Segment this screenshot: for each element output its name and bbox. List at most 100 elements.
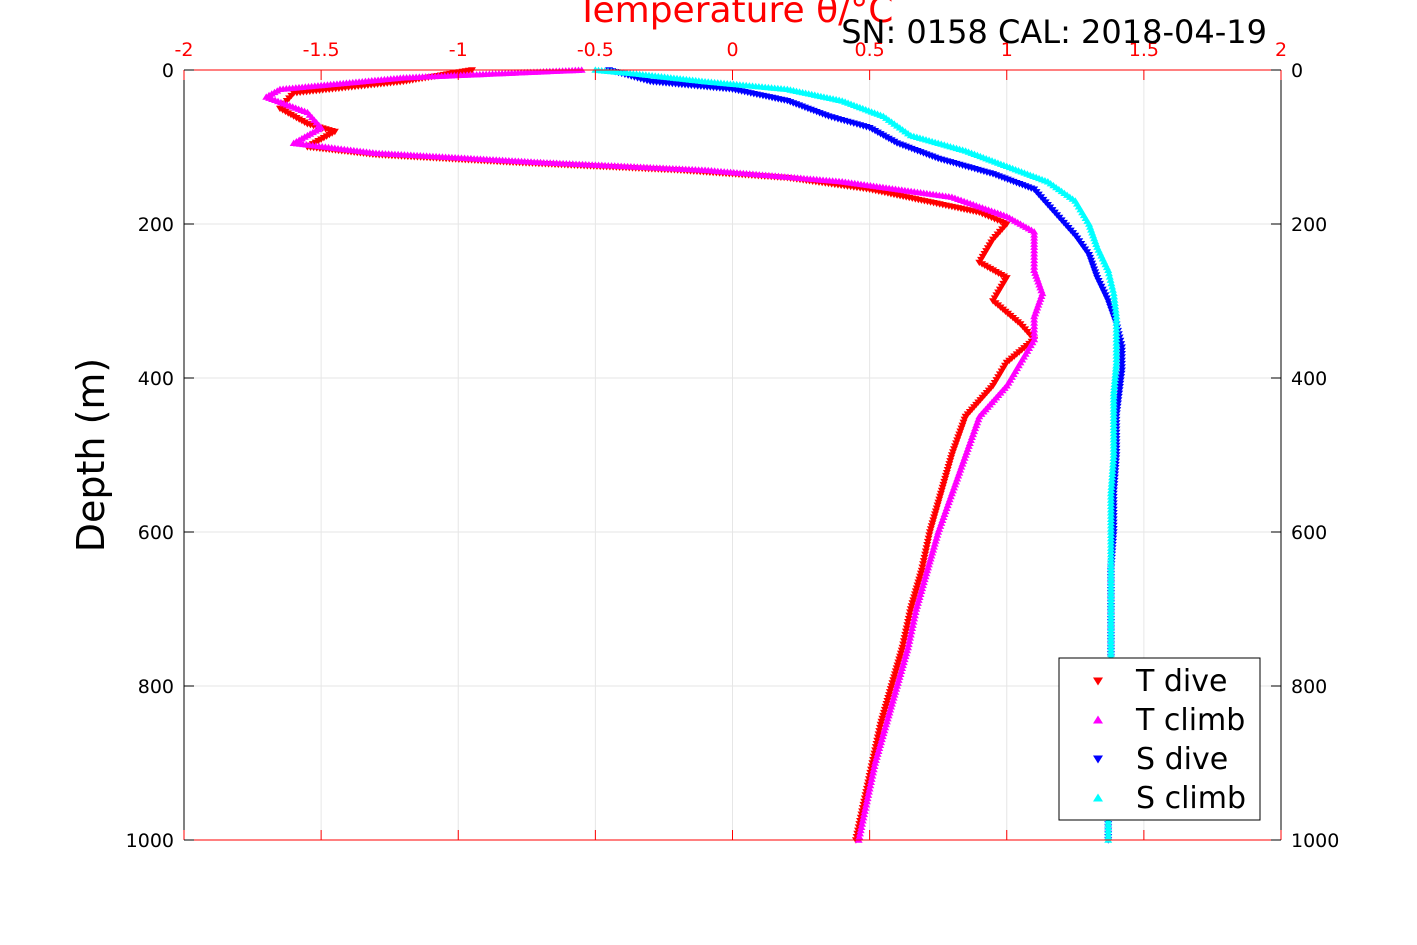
data-point <box>866 778 875 786</box>
data-point <box>923 566 932 574</box>
data-point <box>1110 380 1119 387</box>
data-point <box>1107 477 1116 484</box>
data-point <box>908 624 917 632</box>
data-point <box>934 528 943 535</box>
serial-calibration-label: SN: 0158 CAL: 2018-04-19 <box>841 13 1267 51</box>
legend-marker <box>1093 715 1103 724</box>
data-point <box>932 534 941 541</box>
data-point <box>873 750 882 757</box>
data-point <box>1110 383 1119 391</box>
data-point <box>924 563 933 571</box>
data-point <box>1117 347 1126 355</box>
data-point <box>1106 608 1115 616</box>
data-point <box>1030 253 1039 260</box>
x-tick-label: -2 <box>175 39 194 61</box>
data-point <box>1105 273 1114 280</box>
data-point <box>856 829 865 837</box>
data-point <box>872 740 881 748</box>
data-point <box>873 737 882 745</box>
data-point <box>914 596 923 603</box>
data-point <box>1106 509 1115 516</box>
x-tick-label: 2 <box>1275 39 1287 61</box>
x-tick-label: -0.5 <box>577 39 614 61</box>
data-point <box>1112 329 1121 336</box>
data-point <box>885 709 894 716</box>
data-point <box>899 641 908 648</box>
data-point <box>882 717 891 725</box>
data-point <box>869 765 878 773</box>
data-point <box>1030 312 1039 320</box>
data-point <box>924 535 933 543</box>
y-tick-label-left: 0 <box>162 60 174 82</box>
data-point <box>917 587 926 595</box>
data-point <box>1106 528 1115 535</box>
data-point <box>1111 365 1120 372</box>
data-point <box>1112 322 1121 330</box>
data-point <box>904 640 913 648</box>
data-point <box>1106 637 1115 644</box>
data-point <box>1106 579 1115 587</box>
data-point <box>876 721 885 729</box>
data-point <box>912 605 921 612</box>
data-point <box>1106 518 1115 526</box>
chart-title: Temperature θ/°C <box>576 0 894 31</box>
legend-marker <box>1093 677 1103 686</box>
data-point <box>1112 349 1121 356</box>
data-point <box>1106 592 1115 599</box>
data-point <box>915 593 924 600</box>
data-point <box>1107 279 1116 287</box>
data-point <box>868 772 877 779</box>
data-point <box>901 628 910 636</box>
y-tick-label-right: 600 <box>1291 522 1327 544</box>
legend-label: S climb <box>1136 781 1246 816</box>
data-point <box>1112 332 1121 339</box>
data-point <box>1112 352 1121 359</box>
data-point <box>1104 823 1113 830</box>
data-point <box>869 769 878 776</box>
data-point <box>860 807 869 814</box>
data-point <box>1106 566 1115 574</box>
data-point <box>1106 650 1115 657</box>
data-point <box>1117 374 1126 381</box>
data-point <box>1107 486 1116 494</box>
legend-label: T climb <box>1135 703 1245 738</box>
data-point <box>1030 332 1039 339</box>
data-point <box>1117 370 1126 378</box>
data-point <box>1106 611 1115 619</box>
data-point <box>897 667 906 674</box>
data-point <box>1109 454 1118 462</box>
y-tick-label-right: 0 <box>1291 60 1303 82</box>
data-point <box>1111 374 1120 381</box>
data-point <box>1106 627 1115 635</box>
data-point <box>1106 560 1115 567</box>
data-point <box>1030 246 1039 254</box>
data-point <box>871 759 880 766</box>
data-point <box>919 561 928 568</box>
data-point <box>1104 829 1113 837</box>
x-tick-label: 1 <box>1001 39 1013 61</box>
data-point <box>922 569 931 577</box>
data-point <box>907 627 916 635</box>
data-point <box>906 631 915 638</box>
data-point <box>929 546 938 553</box>
data-point <box>903 622 912 629</box>
data-point <box>925 529 934 536</box>
data-point <box>1106 640 1115 648</box>
data-point <box>1117 357 1126 364</box>
data-point <box>883 714 892 722</box>
data-point <box>1111 306 1120 313</box>
data-point <box>906 606 915 613</box>
data-point <box>867 775 876 782</box>
data-point <box>901 631 910 639</box>
series-t-dive <box>275 67 1039 844</box>
data-point <box>864 788 873 795</box>
data-point <box>921 551 930 559</box>
data-point <box>906 634 915 641</box>
data-point <box>1030 263 1039 270</box>
data-point <box>1116 380 1125 388</box>
data-point <box>906 609 915 616</box>
data-point <box>1106 576 1115 583</box>
data-point <box>1117 351 1126 358</box>
data-point <box>1106 502 1115 510</box>
